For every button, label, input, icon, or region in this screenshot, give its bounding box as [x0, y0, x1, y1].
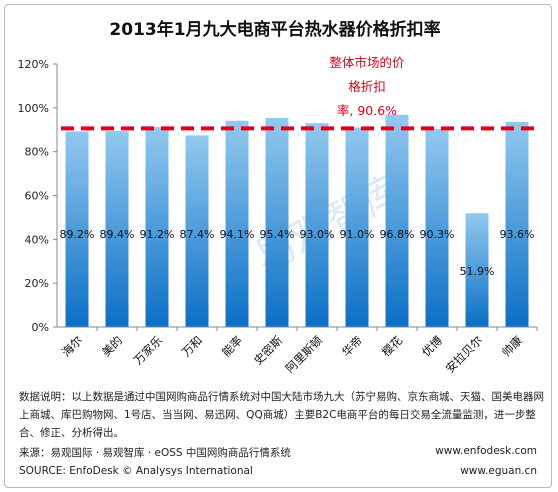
- x-tick-label: 华帝: [339, 333, 365, 359]
- data-label: 87.4%: [180, 228, 215, 241]
- data-label: 96.8%: [380, 228, 415, 241]
- y-tick-label: 120%: [18, 58, 49, 71]
- chart-frame: 2013年1月九大电商平台热水器价格折扣率 易观智库 0% 20% 40% 60% 80…: [4, 4, 552, 488]
- data-label: 51.9%: [460, 265, 495, 278]
- y-tick-label: 100%: [18, 102, 49, 115]
- data-notes: 数据说明：以上数据是通过中国网购商品行情系统对中国大陆市场九大（苏宁易购、京东商…: [19, 391, 544, 439]
- reference-label: 格折扣: [348, 79, 386, 94]
- reference-label: 率, 90.6%: [337, 103, 397, 118]
- bar: [505, 121, 529, 327]
- x-tick-label: 樱花: [379, 333, 406, 360]
- data-label: 91.0%: [340, 228, 375, 241]
- x-tick-label: 帅康: [499, 333, 526, 360]
- bar: [465, 213, 489, 327]
- x-tick-label: 安拉贝尔: [443, 333, 485, 375]
- bar: [425, 129, 449, 327]
- data-label: 89.2%: [60, 228, 95, 241]
- x-tick-label: 能率: [219, 333, 245, 359]
- bar-chart: 2013年1月九大电商平台热水器价格折扣率 易观智库 0%20%40%60%80…: [18, 19, 538, 376]
- y-tick-label: 80%: [25, 146, 49, 159]
- bar: [105, 131, 129, 327]
- source-cn: 来源：易观国际 · 易观智库 · eOSS 中国网购商品行情系统: [19, 447, 291, 459]
- bar: [145, 127, 169, 328]
- data-label: 93.0%: [300, 228, 335, 241]
- bar: [65, 131, 89, 327]
- x-tick-label: 海尔: [59, 333, 85, 359]
- y-tick-label: 0%: [32, 321, 49, 334]
- x-tick-label: 万和: [179, 333, 205, 359]
- data-label: 93.6%: [500, 228, 535, 241]
- chart-title: 2013年1月九大电商平台热水器价格折扣率: [109, 19, 440, 40]
- y-tick-label: 20%: [25, 277, 49, 290]
- source-en: SOURCE: EnfoDesk © Analysys Internationa…: [19, 465, 253, 477]
- x-tick-label: 万家乐: [131, 333, 166, 368]
- y-tick-label: 60%: [25, 190, 49, 203]
- data-label: 94.1%: [220, 228, 255, 241]
- x-tick-label: 史密斯: [251, 333, 286, 368]
- data-label: 95.4%: [260, 228, 295, 241]
- bar: [385, 114, 409, 327]
- bar: [225, 120, 249, 328]
- bar: [305, 123, 329, 327]
- x-tick-label: 阿里斯顿: [283, 333, 326, 376]
- y-tick-label: 40%: [25, 233, 49, 246]
- url-eguan: www.eguan.cn: [460, 465, 537, 477]
- x-tick-label: 优博: [419, 333, 446, 360]
- bar: [345, 127, 369, 327]
- data-label: 89.4%: [100, 228, 135, 241]
- bar: [185, 135, 209, 327]
- data-label: 91.2%: [140, 228, 175, 241]
- url-enfodesk: www.enfodesk.com: [435, 445, 537, 457]
- data-label: 90.3%: [420, 228, 455, 241]
- bar: [265, 117, 289, 327]
- x-tick-label: 美的: [99, 333, 125, 359]
- reference-label: 整体市场的价: [329, 55, 405, 70]
